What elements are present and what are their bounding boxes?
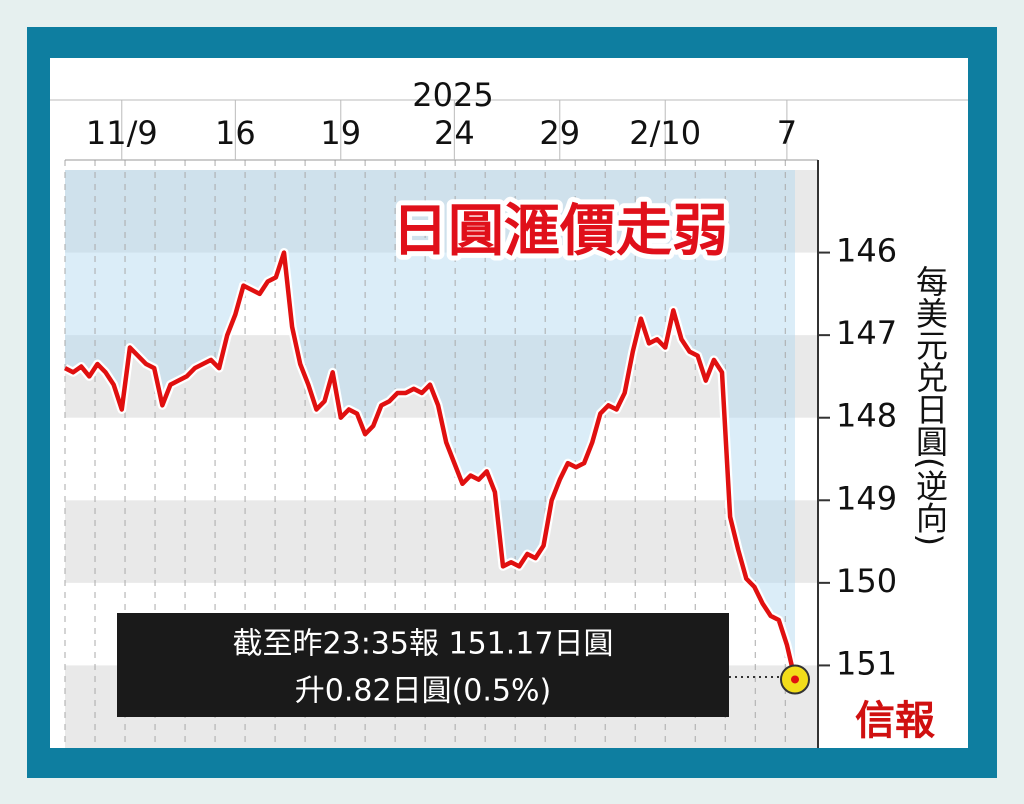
source-logo: 信報 xyxy=(855,697,935,744)
x-tick-label: 16 xyxy=(215,114,256,152)
y-tick-label: 149 xyxy=(836,479,897,517)
annotation: 升0.82日圓(0.5%) xyxy=(295,674,551,709)
y-tick-label: 150 xyxy=(836,562,897,600)
y-axis-label: 每美元兑日圓(逆向) xyxy=(911,265,949,546)
x-tick-label: 24 xyxy=(434,114,475,152)
y-tick-label: 147 xyxy=(836,314,897,352)
y-tick-label: 151 xyxy=(836,644,897,682)
x-tick-label: 19 xyxy=(320,114,361,152)
area-fill xyxy=(65,170,795,680)
chart-title: 日圓滙價走弱 xyxy=(392,199,728,264)
line xyxy=(63,250,798,680)
x-tick-label: 11/9 xyxy=(86,114,158,152)
y-tick-label: 148 xyxy=(836,397,897,435)
last-dot xyxy=(791,675,799,684)
x-tick-label: 2/10 xyxy=(629,114,701,152)
band xyxy=(65,500,818,583)
x-tick-label: 7 xyxy=(777,114,797,152)
annotation-box xyxy=(117,613,729,717)
year-label: 2025 xyxy=(412,76,493,114)
x-tick-label: 29 xyxy=(539,114,580,152)
annotation: 截至昨23:35報 151.17日圓 xyxy=(233,627,614,662)
y-tick-label: 146 xyxy=(836,232,897,270)
band xyxy=(65,170,818,253)
